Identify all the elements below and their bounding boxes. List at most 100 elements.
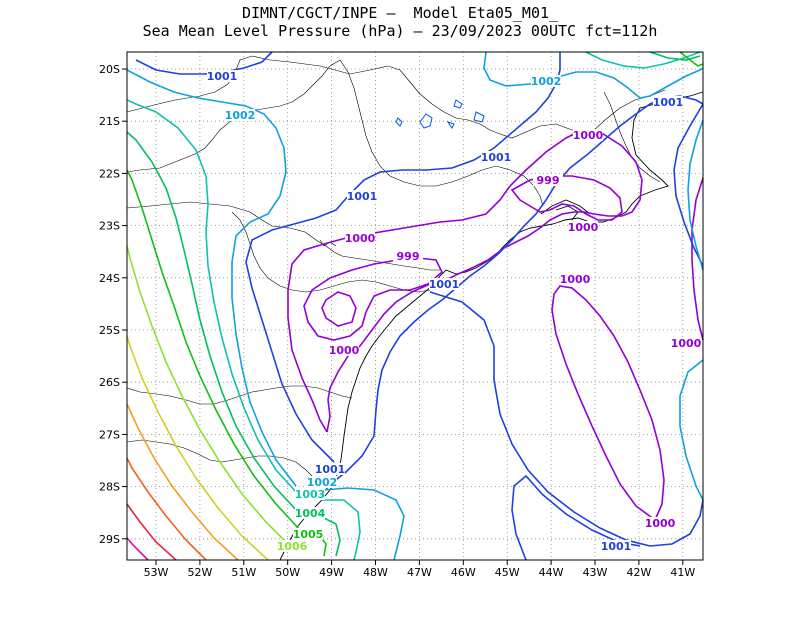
lon-tick-label: 45W <box>495 566 520 579</box>
lon-tick-label: 50W <box>275 566 300 579</box>
isobar-1002-se <box>679 359 704 501</box>
isobar-1000-east <box>551 285 665 521</box>
isobar-1001-southeast-2 <box>429 291 704 547</box>
lat-tick-label: 23S <box>99 220 120 233</box>
lat-tick-label: 24S <box>99 272 120 285</box>
contour-label-bg <box>329 344 359 356</box>
contour-label: 1000 <box>345 232 376 245</box>
lon-tick-label: 52W <box>187 566 212 579</box>
contour-label-bg <box>295 507 325 519</box>
longitude-axis: 53W 52W 51W 50W 49W 48W 47W 46W 45W 44W 43W 42W 41W <box>144 560 695 579</box>
contour-label-bg <box>225 109 255 121</box>
contour-label: 1001 <box>601 540 632 553</box>
lon-tick-label: 51W <box>231 566 256 579</box>
contour-label-bg <box>601 540 631 552</box>
contour-label-bg <box>429 278 459 290</box>
contour-label: 1001 <box>207 70 238 83</box>
lat-tick-label: 26S <box>99 376 120 389</box>
contour-label: 1001 <box>429 278 460 291</box>
lat-tick-label: 20S <box>99 63 120 76</box>
lon-tick-label: 41W <box>670 566 695 579</box>
contour-label: 1001 <box>315 463 346 476</box>
contour-label-bg <box>393 250 423 262</box>
contour-label-bg <box>293 528 323 540</box>
isobar-1007 <box>126 335 269 561</box>
lat-tick-label: 27S <box>99 428 120 441</box>
contour-label-bg <box>481 151 511 163</box>
plot-frame <box>126 51 704 561</box>
latitude-axis: 20S 21S 22S 23S 24S 25S 26S 27S 28S 29S <box>99 63 127 546</box>
isobar-1011 <box>126 537 149 561</box>
isobar-1001-main <box>327 95 704 487</box>
plot-area: 1001100210021001100110011000999100099910… <box>126 51 704 561</box>
lat-lon-grid <box>127 52 703 560</box>
contour-labels: 1001100210021001100110011000999100099910… <box>207 70 702 553</box>
isobar-1001-southeast <box>511 474 641 561</box>
contour-label: 999 <box>397 250 420 263</box>
contour-label: 999 <box>537 174 560 187</box>
contour-label: 1004 <box>295 507 326 520</box>
isobar-1004-ne <box>649 51 701 61</box>
isobar-1005-ne <box>679 51 704 67</box>
isobar-1003-south <box>322 499 361 561</box>
contour-label: 1003 <box>295 488 326 501</box>
contour-label: 1002 <box>531 75 562 88</box>
lon-tick-label: 43W <box>583 566 608 579</box>
contour-label-bg <box>653 96 683 108</box>
lon-tick-label: 49W <box>319 566 344 579</box>
contour-label: 1006 <box>277 540 308 553</box>
contour-label: 1000 <box>329 344 360 357</box>
title-line-2: Sea Mean Level Pressure (hPa) – 23/09/20… <box>142 22 658 40</box>
contour-label-bg <box>295 488 325 500</box>
isobar-999-inner <box>321 291 357 327</box>
lat-tick-label: 29S <box>99 533 120 546</box>
contour-label: 1002 <box>307 476 338 489</box>
isobar-1000-far-east <box>691 177 704 341</box>
contour-label-bg <box>207 70 237 82</box>
lat-tick-label: 28S <box>99 481 120 494</box>
contour-label: 1005 <box>293 528 324 541</box>
contour-label-bg <box>347 190 377 202</box>
lat-tick-label: 21S <box>99 115 120 128</box>
contour-label-bg <box>573 129 603 141</box>
isobar-1008 <box>126 403 239 561</box>
lat-tick-label: 22S <box>99 167 120 180</box>
contour-label-bg <box>560 273 590 285</box>
contour-label: 1000 <box>573 129 604 142</box>
contour-label-bg <box>315 463 345 475</box>
contour-label: 1001 <box>481 151 512 164</box>
isobar-1001-east <box>673 103 704 267</box>
isobars <box>126 51 704 561</box>
contour-label: 1001 <box>347 190 378 203</box>
contour-label: 1000 <box>560 273 591 286</box>
isobar-1005 <box>126 169 301 531</box>
contour-label: 1000 <box>645 517 676 530</box>
isobar-1000-main <box>287 129 643 433</box>
contour-label-bg <box>345 232 375 244</box>
map-title: DIMNT/CGCT/INPE – Model Eta05_M01_ Sea M… <box>0 4 800 40</box>
contour-label: 1000 <box>671 337 702 350</box>
contour-label-bg <box>671 337 701 349</box>
title-line-1: DIMNT/CGCT/INPE – Model Eta05_M01_ <box>241 4 559 22</box>
isobar-1003-ne <box>585 51 701 69</box>
lon-tick-label: 42W <box>626 566 651 579</box>
contour-label: 1000 <box>568 221 599 234</box>
isobar-1002-south <box>323 487 405 561</box>
contour-label: 1002 <box>225 109 256 122</box>
lon-tick-label: 44W <box>539 566 564 579</box>
isobar-1006 <box>126 245 293 549</box>
isobar-999-west <box>303 257 443 341</box>
contour-label-bg <box>533 174 563 186</box>
contour-label-bg <box>568 221 598 233</box>
lat-tick-label: 25S <box>99 324 120 337</box>
isobar-1010 <box>126 503 177 561</box>
contour-label-bg <box>645 517 675 529</box>
isobar-1004 <box>126 131 299 513</box>
contour-label-bg <box>277 540 307 552</box>
isobar-1002-north <box>483 51 704 99</box>
contour-label-bg <box>307 476 337 488</box>
isobar-1002-east <box>687 119 704 271</box>
lon-tick-label: 53W <box>144 566 169 579</box>
isobar-1004-south <box>319 515 341 557</box>
